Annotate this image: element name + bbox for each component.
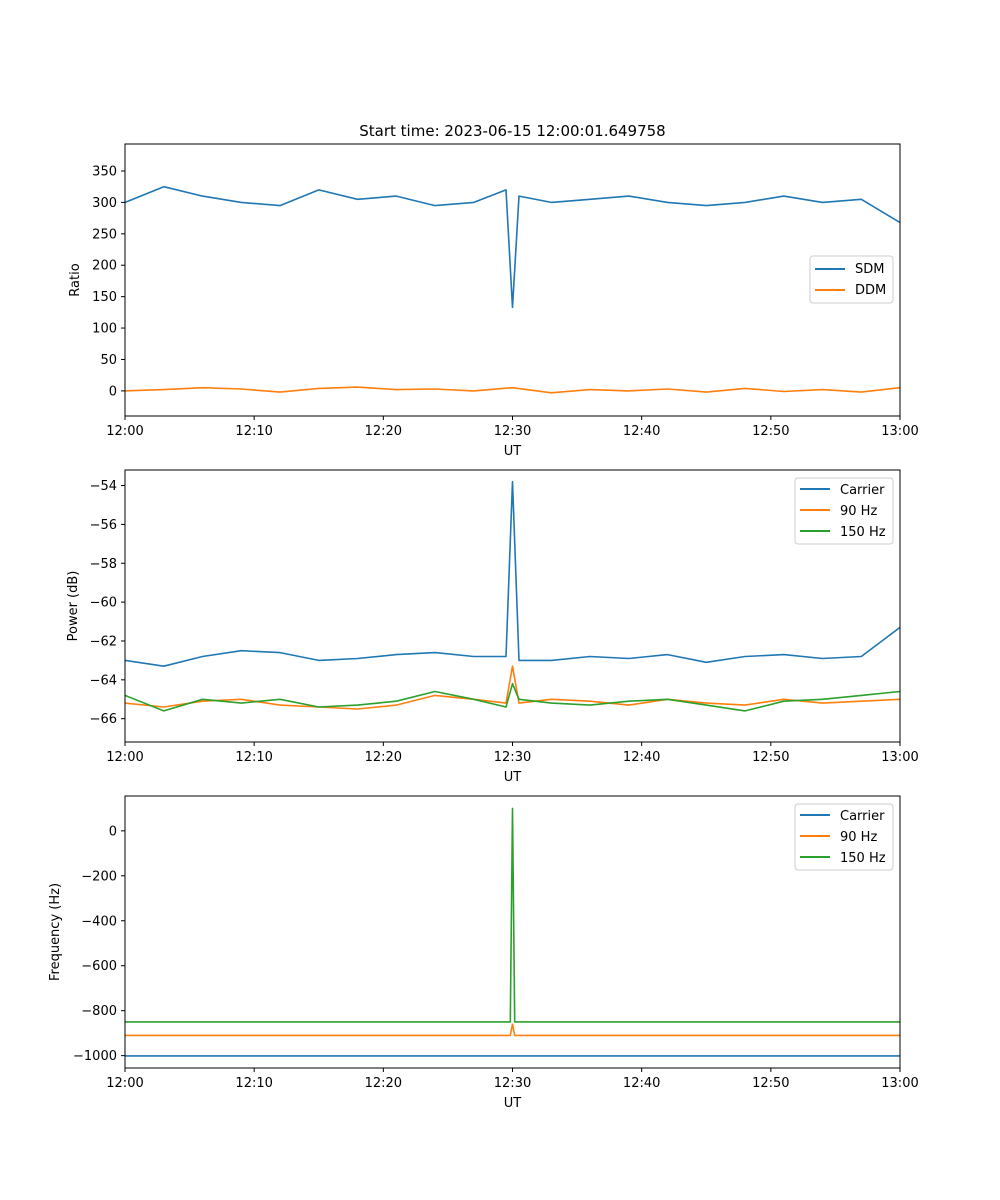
panel-ratio: 12:00 12:10 12:20 12:30 12:40 12:50 13:00 0 50 10…	[68, 143, 919, 459]
y-tick-label: 200	[92, 259, 117, 274]
x-tick-label: 12:10	[235, 1076, 272, 1091]
panel-frequency-legend: Carrier 90 Hz 150 Hz	[794, 803, 894, 871]
x-tick-label: 12:20	[365, 1076, 402, 1091]
legend-90hz-label: 90 Hz	[840, 830, 877, 845]
y-tick-label: −56	[90, 518, 117, 533]
y-tick-label: −54	[90, 479, 117, 494]
x-tick-label: 13:00	[881, 750, 918, 765]
panel-ratio-legend: SDM DDM	[809, 255, 894, 304]
x-tick-label: 13:00	[881, 424, 918, 439]
legend-90hz-label: 90 Hz	[840, 504, 877, 519]
panel-frequency-ylabel: Frequency (Hz)	[48, 883, 63, 981]
panel-power-lines	[124, 480, 901, 712]
x-tick-label: 12:50	[752, 424, 789, 439]
figure-title: Start time: 2023-06-15 12:00:01.649758	[359, 122, 665, 140]
x-tick-label: 12:30	[494, 1076, 531, 1091]
panel-power-legend-box	[794, 477, 894, 545]
legend-sdm-label: SDM	[855, 262, 884, 277]
legend-carrier-label: Carrier	[840, 483, 885, 498]
series-line-90-hz	[124, 665, 901, 710]
legend-150hz-label: 150 Hz	[840, 851, 886, 866]
panel-ratio-ticks: 12:00 12:10 12:20 12:30 12:40 12:50 13:00 0 50 10…	[92, 165, 919, 439]
x-tick-label: 12:10	[235, 750, 272, 765]
panel-ratio-ylabel: Ratio	[68, 263, 83, 296]
panel-ratio-xlabel: UT	[504, 444, 522, 459]
series-line-90-hz	[125, 1023, 900, 1037]
panel-frequency-lines	[125, 807, 900, 1057]
y-tick-label: −400	[81, 914, 117, 929]
series-line-150-hz	[125, 807, 900, 1023]
y-tick-label: 150	[92, 290, 117, 305]
y-tick-label: 0	[109, 384, 117, 399]
panel-frequency-xlabel: UT	[504, 1096, 522, 1111]
x-tick-label: 12:30	[494, 750, 531, 765]
series-line-ddm	[124, 386, 901, 394]
panel-frequency-legend-box	[794, 803, 894, 871]
y-tick-label: 350	[92, 165, 117, 180]
x-tick-label: 12:40	[623, 1076, 660, 1091]
y-tick-label: 100	[92, 322, 117, 337]
legend-ddm-label: DDM	[855, 283, 886, 298]
y-tick-label: −1000	[73, 1049, 117, 1064]
y-tick-label: −800	[81, 1004, 117, 1019]
x-tick-label: 12:10	[235, 424, 272, 439]
panel-power-legend: Carrier 90 Hz 150 Hz	[794, 477, 894, 545]
x-tick-label: 12:30	[494, 424, 531, 439]
panel-frequency-ticks: 12:00 12:10 12:20 12:30 12:40 12:50 13:00 −1000…	[73, 824, 919, 1091]
y-tick-label: 0	[109, 824, 117, 839]
series-line-sdm	[124, 185, 901, 309]
x-tick-label: 12:50	[752, 1076, 789, 1091]
x-tick-label: 12:20	[365, 750, 402, 765]
x-tick-label: 12:40	[623, 750, 660, 765]
x-tick-label: 12:20	[365, 424, 402, 439]
panel-power-xlabel: UT	[504, 770, 522, 785]
panel-frequency: 12:00 12:10 12:20 12:30 12:40 12:50 13:00 −1000…	[48, 795, 919, 1111]
x-tick-label: 12:00	[106, 750, 143, 765]
x-tick-label: 12:40	[623, 424, 660, 439]
x-tick-label: 13:00	[881, 1076, 918, 1091]
legend-carrier-label: Carrier	[840, 809, 885, 824]
y-tick-label: −58	[90, 557, 117, 572]
x-tick-label: 12:00	[106, 424, 143, 439]
series-line-150-hz	[124, 682, 901, 712]
x-tick-label: 12:50	[752, 750, 789, 765]
x-tick-label: 12:00	[106, 1076, 143, 1091]
panel-power-ylabel: Power (dB)	[66, 571, 81, 642]
y-tick-label: −60	[90, 596, 117, 611]
y-tick-label: 250	[92, 227, 117, 242]
y-tick-label: 50	[100, 353, 117, 368]
y-tick-label: −600	[81, 959, 117, 974]
y-tick-label: −66	[90, 712, 117, 727]
y-tick-label: −64	[90, 673, 117, 688]
panel-power-ticks: 12:00 12:10 12:20 12:30 12:40 12:50 13:00 −66 −6…	[90, 479, 919, 765]
series-line-carrier	[124, 480, 901, 668]
panel-ratio-legend-box	[809, 255, 894, 304]
panel-power: 12:00 12:10 12:20 12:30 12:40 12:50 13:00 −66 −6…	[66, 469, 919, 785]
y-tick-label: 300	[92, 196, 117, 211]
panel-ratio-lines	[124, 185, 901, 394]
y-tick-label: −62	[90, 634, 117, 649]
y-tick-label: −200	[81, 869, 117, 884]
legend-150hz-label: 150 Hz	[840, 525, 886, 540]
